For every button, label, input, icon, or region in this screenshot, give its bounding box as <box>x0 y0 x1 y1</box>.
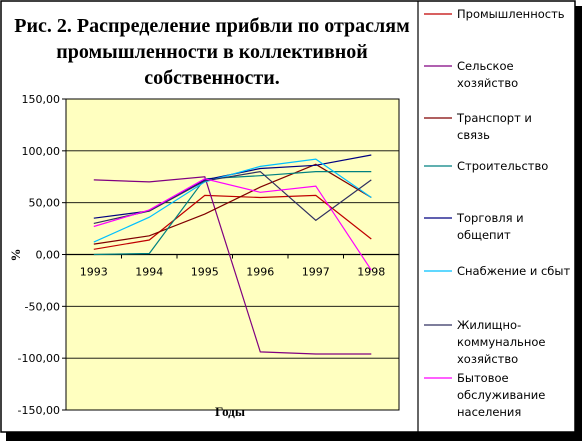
legend-label: общепит <box>457 228 511 242</box>
series-line-4 <box>93 171 372 256</box>
legend-label: Бытовое <box>457 371 509 385</box>
series-line-3 <box>93 163 372 245</box>
series-line-6 <box>93 158 372 243</box>
legend-label: хозяйство <box>457 76 518 90</box>
x-tick-label: 1998 <box>357 266 385 279</box>
y-tick-label: 0,00 <box>36 249 61 262</box>
x-tick-label: 1997 <box>302 266 330 279</box>
x-tick-label: 1993 <box>80 266 108 279</box>
legend-label: Снабжение и сбыт <box>457 264 570 278</box>
x-tick-label: 1996 <box>246 266 274 279</box>
legend-label: хозяйство <box>457 352 518 366</box>
legend-label: обслуживание <box>457 388 545 402</box>
chart-title-line-1: Рис. 2. Распределение прибвли по отрасля… <box>14 15 409 37</box>
legend-label: Транспорт и <box>456 111 532 125</box>
x-axis-label: Годы <box>215 404 245 419</box>
legend: Промышленность Сельское хозяйство Транспорт… <box>424 7 570 419</box>
y-tick-label: -100,00 <box>18 352 60 365</box>
y-tick-label: 50,00 <box>29 197 61 210</box>
x-tick-labels: 1993 1994 1995 1996 1997 1998 <box>80 266 386 279</box>
series-line-2 <box>93 176 372 355</box>
y-axis-label: % <box>8 249 23 262</box>
legend-label: коммунальное <box>457 335 545 349</box>
legend-label: связь <box>457 128 490 142</box>
series-line-1 <box>93 194 372 250</box>
y-tick-labels: 150,00 100,00 50,00 0,00 -50,00 -100,00 -150,0… <box>18 93 60 417</box>
y-tick-label: -150,00 <box>18 404 60 417</box>
legend-label: Торговля и <box>456 211 524 225</box>
chart-title-line-2: промышленности в коллективной <box>56 41 368 63</box>
y-tick-label: 100,00 <box>22 145 61 158</box>
x-tick-label: 1994 <box>135 266 163 279</box>
y-tick-label: -50,00 <box>25 300 60 313</box>
legend-label: Сельское <box>457 59 514 73</box>
legend-label: Промышленность <box>457 7 565 21</box>
gridlines <box>62 98 400 411</box>
series-line-8 <box>93 178 372 271</box>
series-lines <box>93 154 372 355</box>
legend-label: Строительство <box>457 159 548 173</box>
chart-title-line-3: собственности. <box>144 67 280 89</box>
y-tick-label: 150,00 <box>22 93 61 106</box>
x-tick-label: 1995 <box>191 266 219 279</box>
legend-label: населения <box>457 405 521 419</box>
legend-label: Жилищно- <box>457 318 521 332</box>
